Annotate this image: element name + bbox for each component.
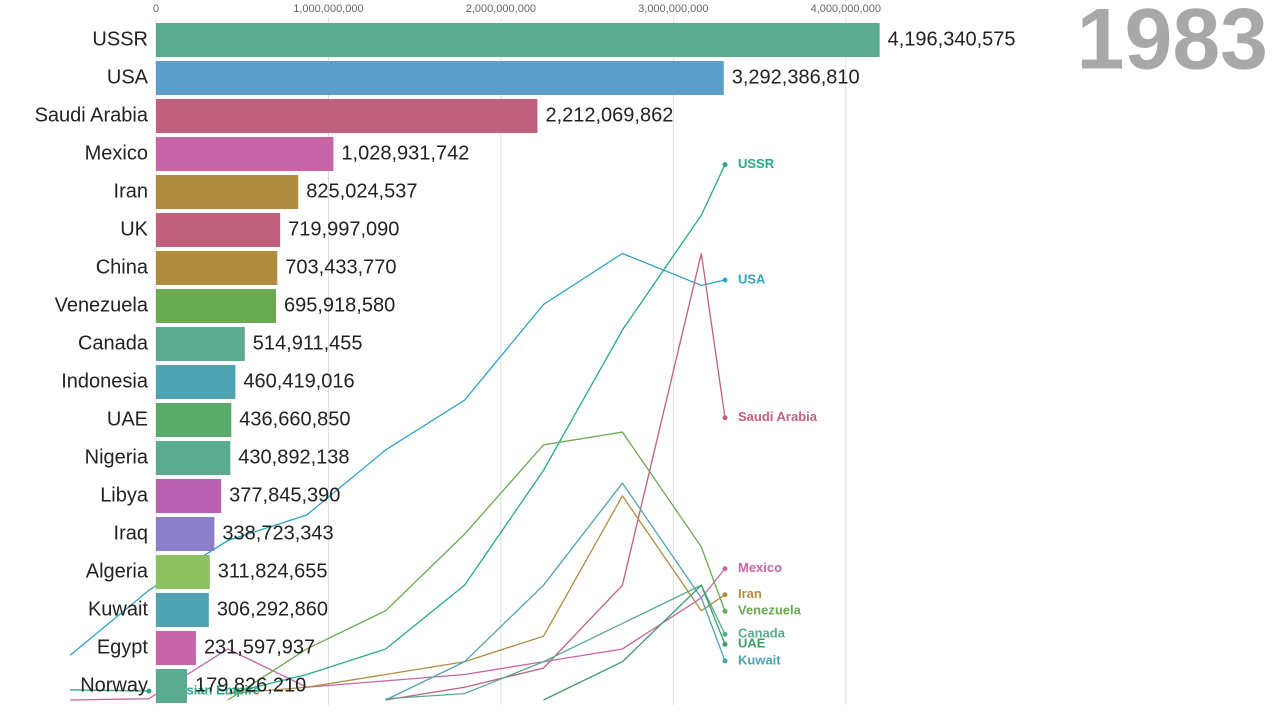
end-point xyxy=(722,641,728,647)
value-label: 2,212,069,862 xyxy=(545,104,673,126)
x-tick-label: 4,000,000,000 xyxy=(811,3,881,15)
end-point xyxy=(722,592,728,598)
bar xyxy=(156,175,299,209)
category-label: Iran xyxy=(114,180,148,202)
category-label: Iraq xyxy=(114,522,148,544)
x-tick-label: 2,000,000,000 xyxy=(466,3,536,15)
bar xyxy=(156,289,277,323)
value-label: 695,918,580 xyxy=(284,294,395,316)
series-line xyxy=(385,584,726,700)
bar xyxy=(156,479,222,513)
value-label: 4,196,340,575 xyxy=(888,28,1016,50)
bar xyxy=(156,137,334,171)
value-label: 179,826,210 xyxy=(195,674,306,696)
category-label: Algeria xyxy=(86,560,149,582)
series-label: Venezuela xyxy=(738,603,802,618)
bar-layer: 0 1,000,000,000 2,000,000,000 3,000,000,000… xyxy=(35,3,1016,703)
bar xyxy=(156,631,196,665)
category-label: Egypt xyxy=(97,636,149,658)
category-label: Nigeria xyxy=(85,446,149,468)
category-label: USSR xyxy=(92,28,148,50)
end-point xyxy=(722,631,728,637)
bar xyxy=(156,669,188,703)
end-point xyxy=(722,566,728,572)
end-point xyxy=(722,658,728,664)
bar xyxy=(156,593,209,627)
bar xyxy=(156,555,210,589)
category-label: Norway xyxy=(80,674,148,696)
x-tick-label: 0 xyxy=(153,3,159,15)
category-label: China xyxy=(96,256,149,278)
value-label: 311,824,655 xyxy=(218,560,328,582)
series-label: UAE xyxy=(738,636,766,651)
category-label: Venezuela xyxy=(55,294,149,316)
category-label: Indonesia xyxy=(61,370,149,392)
category-label: Canada xyxy=(78,332,149,354)
bar xyxy=(156,61,724,95)
series-line xyxy=(543,584,726,701)
series-line xyxy=(69,689,149,692)
category-label: UAE xyxy=(107,408,148,430)
end-point xyxy=(722,277,728,283)
series-label: Mexico xyxy=(738,560,782,575)
line-layer: USSR USA Saudi Arabia Mexico Iran Venezuela Ca… xyxy=(69,18,847,705)
bar xyxy=(156,99,538,133)
value-label: 460,419,016 xyxy=(243,370,354,392)
category-label: Mexico xyxy=(85,142,148,164)
value-label: 377,845,390 xyxy=(229,484,340,506)
value-label: 231,597,937 xyxy=(204,636,315,658)
category-label: USA xyxy=(107,66,149,88)
value-label: 703,433,770 xyxy=(285,256,396,278)
series-label: USSR xyxy=(738,156,775,171)
value-label: 338,723,343 xyxy=(222,522,333,544)
series-line xyxy=(385,482,726,701)
bar xyxy=(156,365,236,399)
series-label: USA xyxy=(738,271,766,286)
series-line xyxy=(385,253,726,701)
bar xyxy=(156,213,281,247)
value-label: 1,028,931,742 xyxy=(341,142,469,164)
category-label: Saudi Arabia xyxy=(35,104,149,126)
end-point xyxy=(146,688,152,694)
value-label: 514,911,455 xyxy=(253,332,363,354)
end-point xyxy=(722,415,728,421)
value-label: 436,660,850 xyxy=(239,408,350,430)
value-label: 825,024,537 xyxy=(306,180,417,202)
value-label: 306,292,860 xyxy=(217,598,328,620)
x-tick-label: 1,000,000,000 xyxy=(293,3,363,15)
value-label: 430,892,138 xyxy=(238,446,349,468)
bar xyxy=(156,403,232,437)
bar xyxy=(156,251,278,285)
bar xyxy=(156,441,231,475)
value-label: 3,292,386,810 xyxy=(732,66,860,88)
series-label: Canada xyxy=(738,626,786,641)
series-line xyxy=(227,431,726,701)
x-tick-label: 3,000,000,000 xyxy=(638,3,708,15)
end-point xyxy=(722,608,728,614)
bar xyxy=(156,23,880,57)
year-label: 1983 xyxy=(1077,0,1268,88)
bar xyxy=(156,327,245,361)
end-point xyxy=(722,162,728,168)
category-label: Libya xyxy=(100,484,149,506)
series-label: Saudi Arabia xyxy=(738,409,818,424)
series-line xyxy=(227,164,726,695)
value-label: 719,997,090 xyxy=(288,218,399,240)
bar xyxy=(156,517,215,551)
series-label: Iran xyxy=(738,586,762,601)
series-label: Kuwait xyxy=(738,652,781,667)
category-label: UK xyxy=(120,218,148,240)
category-label: Kuwait xyxy=(88,598,148,620)
